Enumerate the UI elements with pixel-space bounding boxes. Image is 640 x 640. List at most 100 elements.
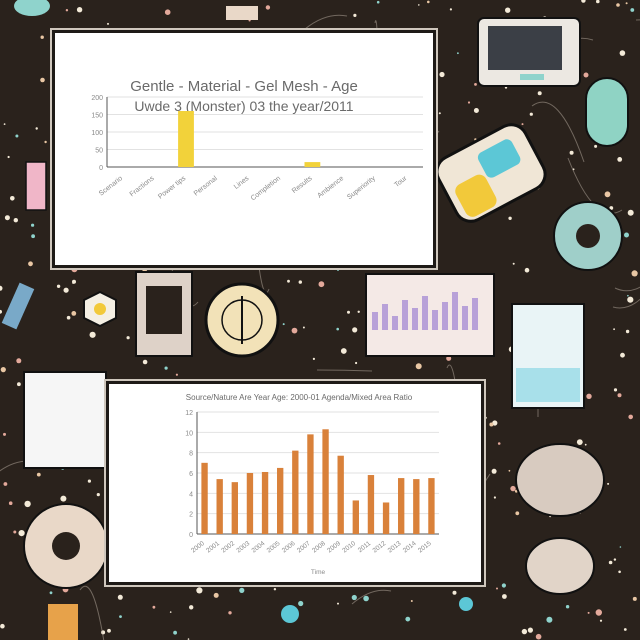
decor-dot <box>627 296 634 303</box>
decor-dot <box>66 315 71 320</box>
decor-dot <box>594 144 598 148</box>
decor-dot <box>337 602 339 605</box>
decor-dot <box>71 311 77 316</box>
decor-dot <box>512 262 515 265</box>
y-tick-label: 2 <box>189 512 193 519</box>
decor-dot <box>565 605 570 609</box>
decor-dot <box>595 609 602 616</box>
bar <box>178 111 194 167</box>
bar <box>322 429 329 534</box>
decor-dot <box>351 594 357 601</box>
decor-dot <box>13 218 18 223</box>
bar <box>277 467 284 534</box>
decor-dot <box>452 590 457 595</box>
x-tick-label: 2014 <box>402 540 418 555</box>
mini-chart-bar <box>412 308 418 330</box>
decor-dot <box>353 13 357 17</box>
x-tick-label: 2001 <box>205 540 221 555</box>
decor-dot <box>627 209 634 216</box>
x-tick-label: Completion <box>250 175 282 202</box>
decor-dot <box>44 140 47 144</box>
y-tick-label: 0 <box>189 532 193 539</box>
mini-chart-bar <box>382 304 388 330</box>
decor-dot <box>189 605 194 610</box>
y-tick-label: 12 <box>185 410 193 417</box>
decor-dot <box>576 439 583 445</box>
crystal-illustration <box>1 282 35 330</box>
chart-bottom-svg: Source/Nature Are Year Age: 2000-01 Agen… <box>185 393 439 576</box>
chart-top-title: Gentle - Material - Gel Mesh - Age <box>130 78 358 95</box>
decor-dot <box>3 123 6 125</box>
decor-dot <box>76 7 83 13</box>
decor-dot <box>515 511 520 516</box>
decor-dot <box>363 595 369 602</box>
x-tick-label: Lines <box>233 175 251 191</box>
x-tick-label: 2005 <box>266 540 282 555</box>
bar <box>352 500 359 534</box>
decor-dot <box>613 388 618 392</box>
decor-dot <box>619 50 626 56</box>
decor-dot <box>505 7 511 13</box>
y-tick-label: 6 <box>189 471 193 478</box>
decor-dot <box>623 628 627 631</box>
decor-dot <box>312 357 315 360</box>
decor-dot <box>15 134 19 138</box>
bar <box>201 462 208 534</box>
decor-dot <box>40 77 45 83</box>
decor-dot <box>164 366 168 370</box>
decor-dot <box>587 611 590 614</box>
decor-dot <box>336 268 340 271</box>
decor-dot <box>405 616 411 622</box>
decor-dot <box>16 358 22 364</box>
x-tick-label: 2011 <box>357 540 373 554</box>
x-tick-label: Power tips <box>157 175 187 201</box>
mini-chart-bar <box>372 312 378 330</box>
decor-dot <box>282 323 285 326</box>
bar <box>216 479 223 534</box>
shell-illustration <box>525 537 595 595</box>
decor-dot <box>0 367 6 373</box>
decor-dot <box>3 432 6 436</box>
mini-chart-bar <box>392 316 398 330</box>
decor-dot <box>49 591 53 595</box>
decor-dot <box>607 482 610 485</box>
decor-dot <box>273 588 277 591</box>
teal-blob <box>14 0 50 16</box>
decor-dot <box>340 348 347 354</box>
decor-strand <box>316 369 373 372</box>
decor-dot <box>0 285 3 291</box>
bar <box>382 502 390 534</box>
decor-dot <box>510 485 516 492</box>
decor-dot <box>439 71 445 78</box>
decor-dot <box>619 546 622 548</box>
chart-panel-top: Gentle - Material - Gel Mesh - Age Uwde … <box>52 30 436 268</box>
decor-dot <box>489 422 494 427</box>
decor-dot <box>302 326 305 329</box>
bar <box>337 455 344 534</box>
decor-dot <box>28 261 33 267</box>
decor-dot <box>474 83 477 86</box>
mini-chart-bar <box>452 292 458 330</box>
decor-dot <box>164 9 171 15</box>
x-tick-label: 2008 <box>311 540 327 555</box>
decor-strand <box>531 101 585 163</box>
decor-dot <box>569 150 574 155</box>
teal-dot-large <box>459 597 473 611</box>
monitor-stand <box>520 74 544 80</box>
decor-dot <box>352 327 358 333</box>
decor-dot <box>376 0 380 4</box>
decor-dot <box>617 393 622 398</box>
hex-dot <box>94 303 106 315</box>
chart-top-svg: Gentle - Material - Gel Mesh - Age Uwde … <box>91 78 423 202</box>
bar <box>398 478 405 534</box>
decor-dot <box>583 72 589 78</box>
decor-dot <box>508 469 511 472</box>
x-tick-label: 2006 <box>281 540 297 555</box>
x-tick-label: 2013 <box>387 540 403 555</box>
bar <box>307 434 314 534</box>
bar <box>231 482 238 534</box>
decor-dot <box>613 558 617 561</box>
decor-strand <box>614 286 640 292</box>
